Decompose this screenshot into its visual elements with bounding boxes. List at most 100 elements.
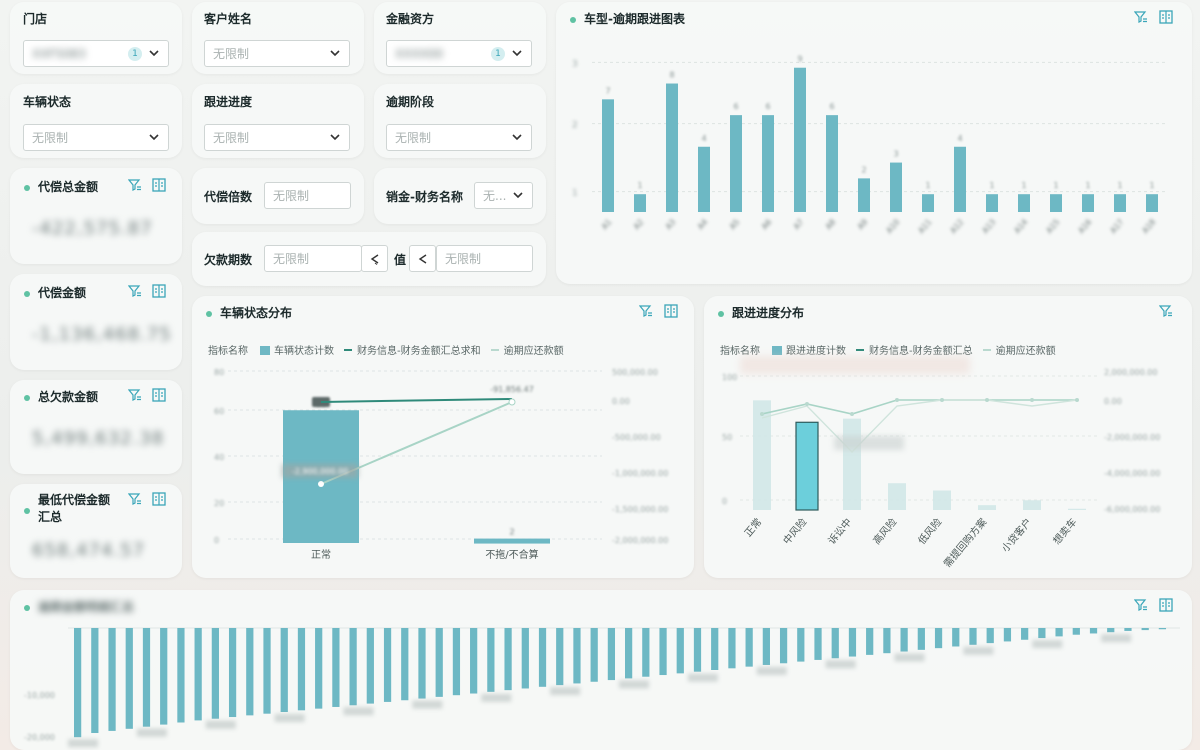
bar [1003,628,1012,642]
bar [228,628,237,718]
filter-icon[interactable] [128,284,142,298]
bar [504,628,512,691]
export-icon[interactable] [152,284,166,298]
chart-title: 跟进进度分布 [718,304,804,321]
line-point [508,398,516,406]
export-icon[interactable] [152,178,166,192]
series-line-dark [320,398,513,403]
export-icon[interactable] [1159,598,1173,612]
bar [762,115,774,212]
x-tick-label: 正常 [311,548,331,561]
vehicle-status-select[interactable]: 无限制 [23,124,169,151]
filter-arrears-periods-card: 欠款期数 无限制 值 无限制 [192,232,546,286]
filter-icon[interactable] [128,388,142,402]
bar [263,628,271,714]
filter-icon[interactable] [1159,304,1173,318]
filter-icon[interactable] [1134,10,1148,24]
bar-value-label-bg [1101,634,1132,643]
follow-progress-chart-card: 跟进进度分布 指标名称 跟进进度计数 财务信息-财务金额汇总 逾期应还款额 100 50… [704,296,1192,578]
export-icon[interactable] [152,388,166,402]
legend-item[interactable]: 车辆状态计数 [274,346,334,357]
bar-value-label: 6 [829,102,834,111]
filter-store-card: 门店 XXF5083 1 [10,2,182,74]
bar [1068,508,1086,510]
legend-item[interactable]: 跟进进度计数 [786,346,846,357]
legend-title: 指标名称 [720,346,760,357]
x-tick-label: 小贷客户 [999,516,1035,555]
kpi-value: 5,499,632.38 [32,428,165,449]
bar [1038,628,1046,639]
bar [590,628,598,682]
sales-finance-select[interactable]: 无... [474,182,533,209]
x-tick-label: A11 [917,218,934,236]
bar [366,628,374,704]
filter-vehicle-status-card: 车辆状态 无限制 [10,84,182,158]
arrears-max-input[interactable]: 无限制 [436,245,533,272]
bar [866,628,874,655]
select-value: 无限制 [213,47,250,61]
x-tick-label: A18 [1141,218,1158,236]
bar [753,400,771,510]
bar-value-label-bg [274,714,305,722]
legend-item[interactable]: 财务信息-财务金额汇总 [869,346,973,357]
bar [1055,628,1063,637]
y-tick-label-left: 40 [214,453,224,462]
filter-icon[interactable] [128,178,142,192]
y-tick-label-left: 20 [214,499,224,508]
operator-select-right[interactable] [409,245,436,272]
bar-value-label-bg [205,720,236,729]
bar [1107,628,1115,633]
bar-value-label: 1 [1117,181,1122,190]
bar [556,628,564,686]
x-tick-label: A8 [824,218,838,232]
x-tick-label: 低风险 [915,516,944,547]
bar [934,628,943,649]
y-tick-label-right: -1,500,000.00 [612,505,668,514]
filter-label: 欠款期数 [204,253,253,267]
bar [602,99,614,212]
bar [693,628,702,672]
bar [666,83,678,213]
highlight-tooltip-bg [740,356,970,374]
y-tick-label: 2 [572,121,578,131]
arrears-min-input[interactable]: 无限制 [264,245,362,272]
export-icon[interactable] [152,492,166,506]
bar-value-label-bg [343,707,374,716]
export-icon[interactable] [1159,10,1173,24]
bar [246,628,254,716]
bar [728,628,736,669]
y-tick-label-right: -2,000,000.00 [1104,433,1160,442]
bar [1124,628,1132,631]
comp-multiple-input[interactable]: 无限制 [264,182,351,209]
bar [797,628,805,662]
bar [890,162,902,212]
finance-party-select[interactable]: XXXX00 1 [386,40,532,67]
filter-overdue-stage-card: 逾期阶段 无限制 [374,84,546,158]
store-select[interactable]: XXF5083 1 [23,40,169,67]
line-value-label: -91,856.47 [490,385,534,394]
line-point [318,481,324,487]
legend-item[interactable]: 逾期应还款额 [503,346,564,357]
bar [978,505,996,510]
line-point [940,398,944,402]
bar [435,628,443,697]
overdue-stage-select[interactable]: 无限制 [386,124,532,151]
bar [1146,194,1158,212]
operator-select-left[interactable] [361,245,388,272]
x-tick-label: 中风险 [780,516,809,547]
customer-select[interactable]: 无限制 [204,40,350,67]
input-placeholder: 无限制 [445,252,482,266]
kpi-card-total-arrears: 总欠款金额 5,499,632.38 [10,380,182,474]
legend-item[interactable]: 逾期应还款额 [995,346,1056,357]
y-tick-label: 1 [572,189,578,199]
select-value: 无限制 [213,131,250,145]
follow-progress-select[interactable]: 无限制 [204,124,350,151]
bar [349,628,357,706]
export-icon[interactable] [664,304,678,318]
filter-icon[interactable] [128,492,142,506]
legend-item[interactable]: 财务信息-财务金额汇总求和 [357,346,481,357]
bar [297,628,306,711]
y-tick-label-left: 80 [214,368,224,377]
filter-icon[interactable] [639,304,653,318]
filter-icon[interactable] [1134,598,1148,612]
